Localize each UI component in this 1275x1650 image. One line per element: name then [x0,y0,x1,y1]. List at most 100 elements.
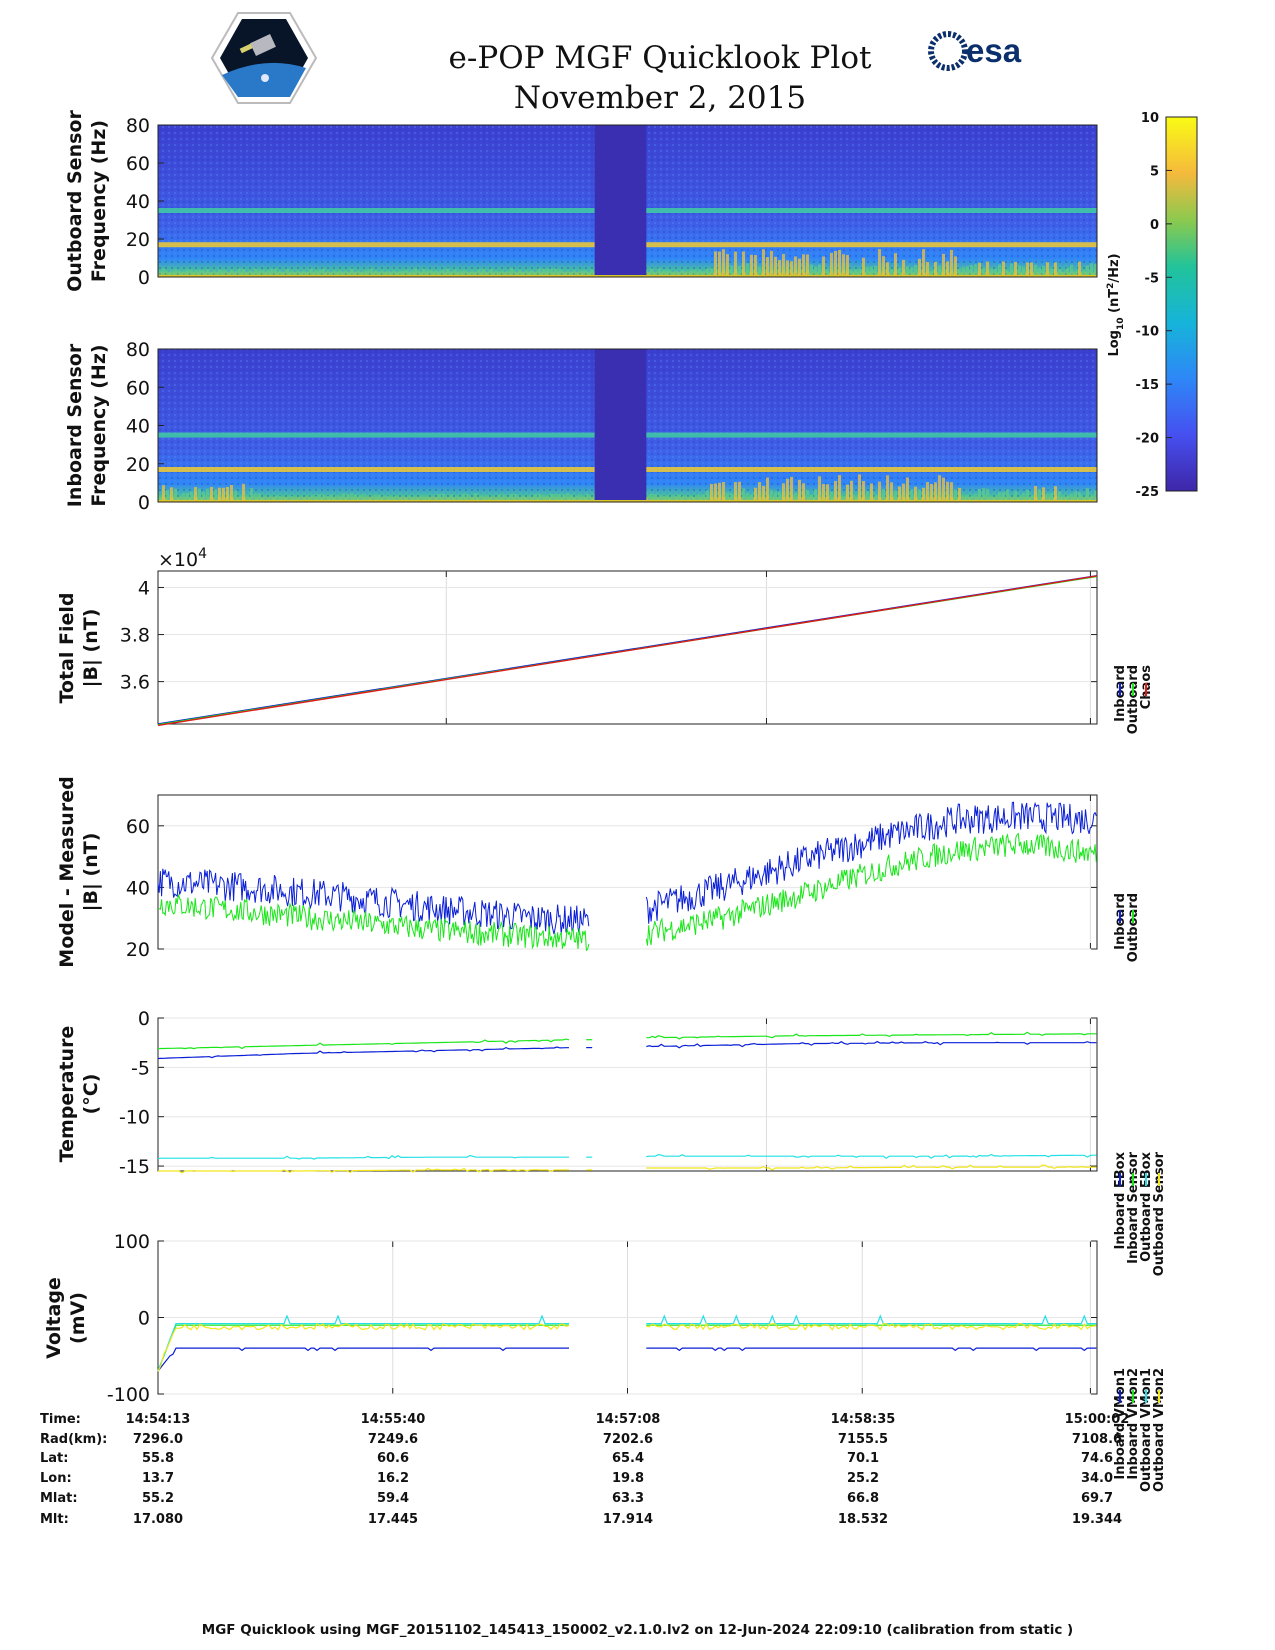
y-tick-label: 4 [138,577,150,599]
legend-entry: Inboard VMon1 [1113,1368,1128,1480]
burst-column [210,272,213,277]
burst-column [182,272,185,277]
burst-column [322,494,325,502]
y-axis-label: Voltage [43,1277,65,1359]
burst-column [722,249,725,277]
burst-column [438,270,441,277]
burst-column [1058,269,1061,277]
burst-column [802,483,805,502]
burst-column [922,487,925,502]
legend-entry: Inboard Sensor [1126,1151,1141,1263]
y-tick-label: 40 [126,191,150,213]
series-line-outboard [158,894,590,952]
burst-column [1054,486,1057,502]
burst-column [1034,264,1037,277]
burst-column [874,265,877,277]
burst-column [1050,268,1053,277]
burst-column [442,493,445,502]
burst-column [838,475,841,502]
burst-column [682,495,685,502]
burst-column [546,496,549,502]
burst-column [178,497,181,502]
colorbar-tick-label: -20 [1136,432,1160,447]
burst-column [178,270,181,277]
y-axis-label: Outboard Sensor [64,110,86,292]
burst-column [886,475,889,502]
voltage-panel: -100 0 100 Voltage (mV) Inboard VMon1Inboard … [43,1231,1167,1492]
burst-column [382,496,385,502]
ephemeris-value: 16.2 [377,1471,409,1486]
burst-column [974,494,977,502]
ephemeris-row-label: Mlt: [40,1512,69,1527]
burst-column [962,267,965,277]
burst-column [674,495,677,502]
burst-column [718,482,721,502]
burst-column [202,491,205,502]
burst-column [222,487,225,502]
burst-column [470,272,473,277]
burst-column [354,494,357,502]
burst-column [966,495,969,502]
burst-column [202,270,205,277]
burst-column [1090,263,1093,277]
burst-column [306,272,309,277]
burst-column [1086,488,1089,502]
burst-column [694,497,697,502]
y-tick-label: 0 [138,267,150,289]
burst-column [838,249,841,277]
burst-column [1094,263,1097,277]
colorbar-label: Log10 (nT2/Hz) [1106,253,1126,356]
burst-column [978,488,981,502]
series-line [157,1347,569,1372]
y-tick-label: 0 [138,1308,150,1330]
series-line [646,1164,1097,1171]
burst-column [1074,270,1077,277]
burst-column [482,495,485,502]
burst-column [1078,261,1081,277]
burst-column [1030,496,1033,502]
burst-column [390,271,393,277]
burst-column [494,497,497,502]
burst-column [294,497,297,502]
burst-column [366,497,369,502]
burst-column [882,489,885,502]
y-tick-label: 80 [126,115,150,137]
burst-column [898,267,901,277]
burst-column [438,493,441,502]
series-line [646,1322,1097,1331]
legend-entry: Outboard VMon2 [1152,1368,1167,1492]
burst-column [962,495,965,502]
burst-column [822,483,825,502]
exponent-label: ×104 [158,546,207,571]
burst-column [214,489,217,502]
burst-column [506,497,509,502]
burst-column [842,495,845,502]
burst-column [1010,497,1013,502]
y-tick-label: -10 [119,1107,150,1129]
burst-column [878,481,881,502]
colorbar-label-part: Log [1107,330,1122,357]
mission-logo [210,12,318,104]
burst-column [1066,268,1069,277]
burst-column [478,497,481,502]
burst-column [1058,491,1061,502]
burst-column [766,257,769,277]
burst-column [258,269,261,277]
burst-column [314,270,317,277]
burst-column [782,483,785,502]
burst-column [278,495,281,502]
burst-column [218,269,221,277]
burst-column [890,482,893,502]
burst-column [434,270,437,277]
y-axis-label: (mV) [67,1292,89,1344]
burst-column [690,496,693,502]
burst-column [766,477,769,502]
burst-column [542,494,545,502]
ephemeris-value: 14:57:08 [596,1412,661,1427]
burst-column [694,269,697,277]
ephemeris-value: 19.8 [612,1471,644,1486]
burst-column [258,493,261,502]
burst-column [338,495,341,502]
burst-column [486,496,489,502]
